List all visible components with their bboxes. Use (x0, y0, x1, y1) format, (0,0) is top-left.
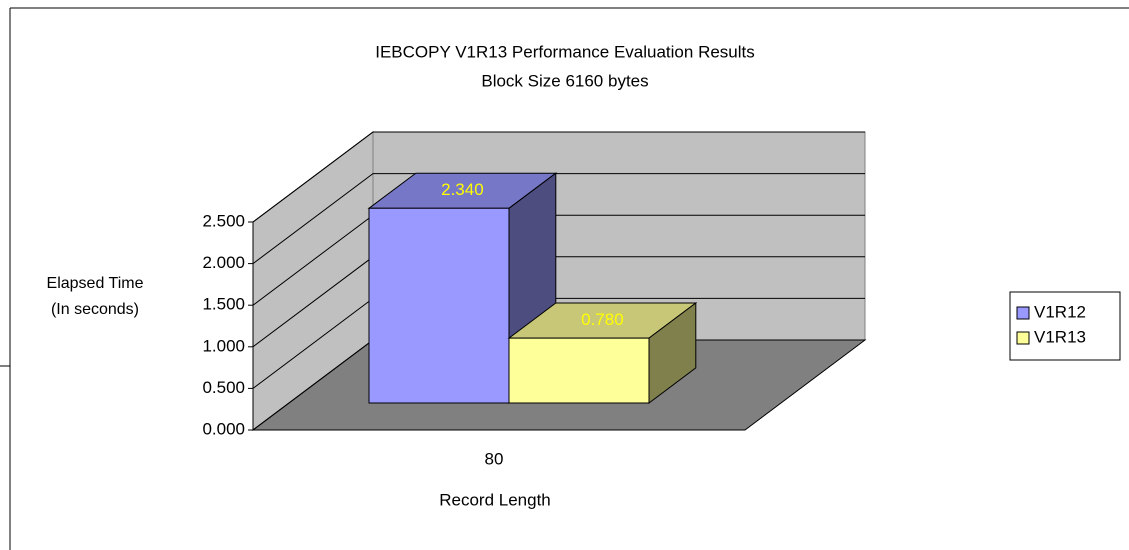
y-tick-label: 1.000 (202, 336, 245, 355)
grid-line (252, 173, 865, 264)
grid-line (252, 131, 865, 223)
legend-box (1009, 291, 1121, 361)
chart-subtitle: Block Size 6160 bytes (481, 71, 648, 90)
bar-front (368, 207, 510, 404)
data-label: 0.780 (581, 310, 624, 329)
y-tick-label: 2.000 (202, 253, 245, 272)
y-axis-label: (In seconds) (51, 301, 139, 318)
y-tick-label: 2.500 (202, 211, 245, 230)
x-tick-label: 80 (485, 449, 504, 468)
chart-title: IEBCOPY V1R13 Performance Evaluation Res… (375, 42, 755, 61)
legend-swatch (1016, 331, 1030, 345)
legend-swatch (1016, 306, 1030, 320)
x-axis-label: Record Length (439, 490, 551, 509)
bar-front (508, 337, 650, 404)
legend-label: V1R13 (1034, 327, 1086, 346)
legend-label: V1R12 (1034, 302, 1086, 321)
data-label: 2.340 (441, 180, 484, 199)
y-tick-label: 0.000 (202, 419, 245, 438)
y-tick-label: 1.500 (202, 295, 245, 314)
y-axis-label: Elapsed Time (47, 275, 144, 292)
y-tick-label: 0.500 (202, 378, 245, 397)
